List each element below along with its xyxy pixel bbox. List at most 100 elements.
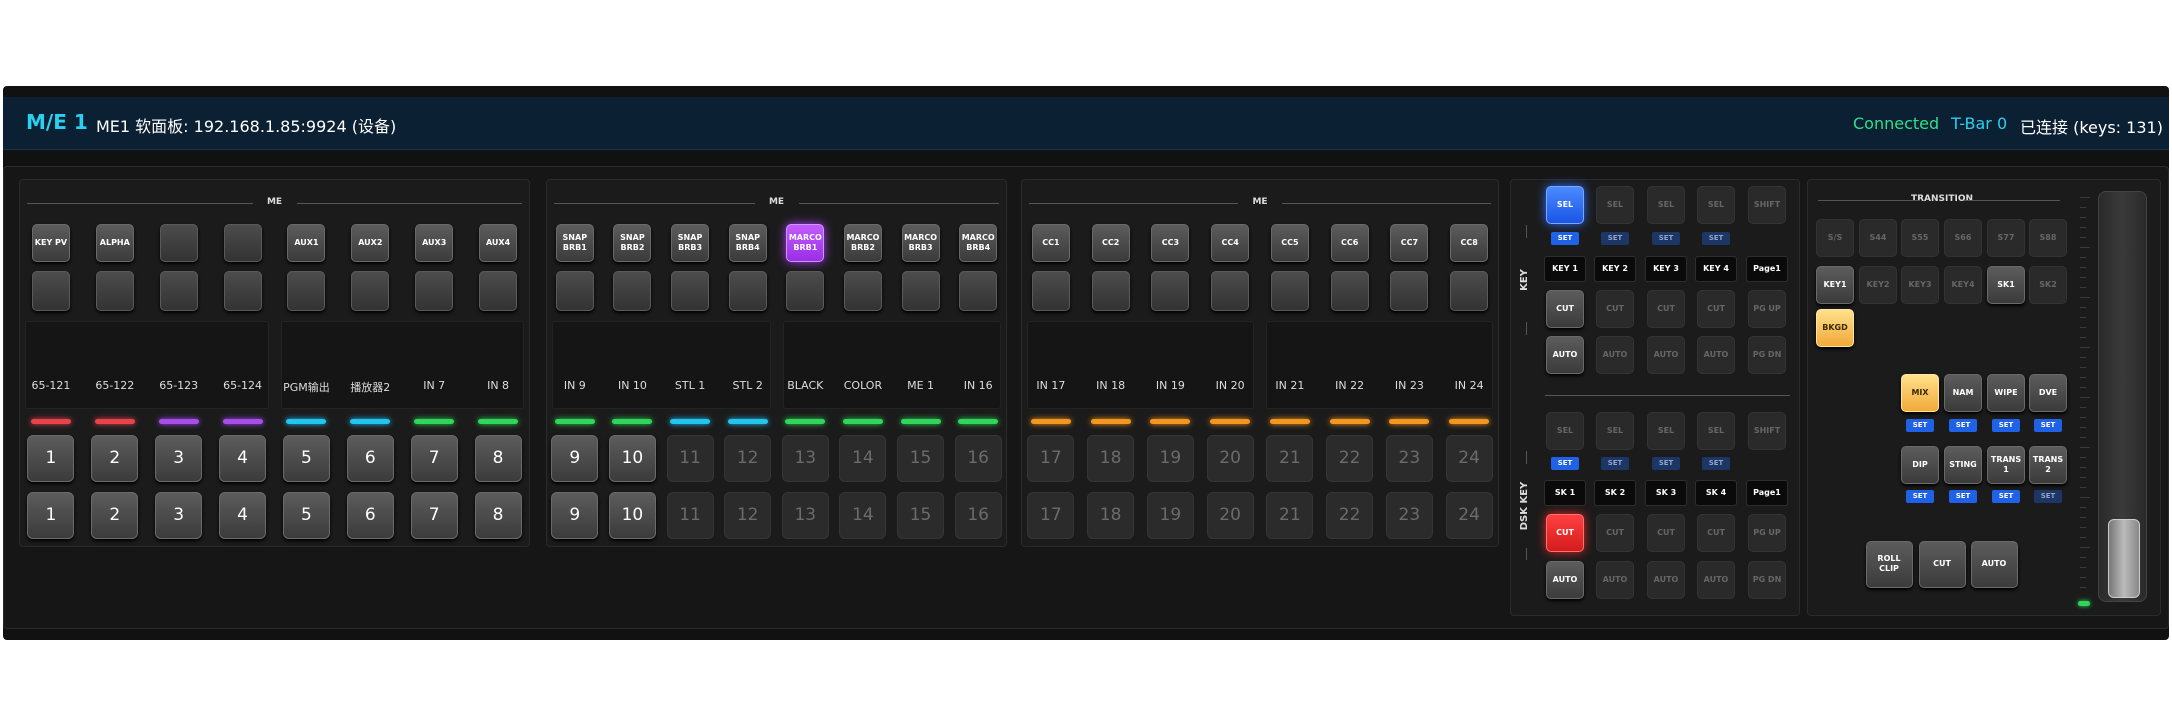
preview-button[interactable]: 24 [1445, 491, 1493, 539]
blank-button[interactable] [843, 271, 882, 311]
key-button[interactable]: CUT [1647, 514, 1685, 552]
preview-button[interactable]: 4 [219, 491, 267, 539]
transition-button[interactable]: S55 [1901, 219, 1939, 257]
transition-button[interactable]: SET [1949, 418, 1977, 432]
transition-button[interactable]: SET [1992, 489, 2020, 503]
blank-button[interactable] [351, 271, 390, 311]
blank-button[interactable] [1450, 271, 1489, 311]
preview-button[interactable]: 21 [1266, 491, 1314, 539]
top-button[interactable]: CC6 [1330, 224, 1369, 262]
transition-button[interactable]: KEY1 [1816, 266, 1854, 304]
key-button[interactable]: SEL [1596, 186, 1634, 224]
preview-button[interactable]: 2 [91, 491, 139, 539]
preview-button[interactable]: 10 [608, 491, 656, 539]
top-button[interactable] [159, 224, 198, 262]
top-button[interactable]: CC4 [1211, 224, 1250, 262]
transition-button[interactable]: WIPE [1987, 374, 2025, 412]
transition-button[interactable]: SET [1906, 418, 1934, 432]
preview-button[interactable]: 5 [282, 491, 330, 539]
top-button[interactable]: MARCO BRB4 [959, 224, 998, 262]
preview-button[interactable]: 9 [551, 491, 599, 539]
preview-button[interactable]: 11 [666, 491, 714, 539]
key-button[interactable]: AUTO [1546, 336, 1584, 374]
preview-button[interactable]: 23 [1385, 491, 1433, 539]
key-button[interactable]: AUTO [1546, 561, 1584, 599]
preview-button[interactable]: 7 [410, 491, 458, 539]
transition-button[interactable]: S44 [1859, 219, 1897, 257]
transition-button[interactable]: SET [1906, 489, 1934, 503]
key-button[interactable]: SET [1652, 231, 1680, 245]
transition-button[interactable]: KEY4 [1944, 266, 1982, 304]
blank-button[interactable] [223, 271, 262, 311]
program-button[interactable]: 22 [1326, 434, 1374, 482]
key-button[interactable]: SEL [1596, 412, 1634, 450]
key-button[interactable]: AUTO [1596, 336, 1634, 374]
key-button[interactable]: SET [1702, 231, 1730, 245]
transition-button[interactable]: S66 [1944, 219, 1982, 257]
key-button[interactable]: SHIFT [1748, 186, 1786, 224]
preview-button[interactable]: 15 [897, 491, 945, 539]
preview-button[interactable]: 18 [1087, 491, 1135, 539]
key-button[interactable]: SET [1652, 456, 1680, 470]
key-button[interactable]: AUTO [1647, 561, 1685, 599]
top-button[interactable]: AUX3 [415, 224, 454, 262]
top-button[interactable]: SNAP BRB4 [728, 224, 767, 262]
key-button[interactable]: AUTO [1697, 336, 1735, 374]
top-button[interactable]: MARCO BRB1 [786, 224, 825, 262]
program-button[interactable]: 17 [1027, 434, 1075, 482]
blank-button[interactable] [1390, 271, 1429, 311]
top-button[interactable]: MARCO BRB2 [843, 224, 882, 262]
preview-button[interactable]: 6 [346, 491, 394, 539]
key-button[interactable]: SK 3 [1645, 480, 1687, 506]
key-button[interactable]: KEY 1 [1544, 256, 1586, 282]
key-button[interactable]: AUTO [1697, 561, 1735, 599]
key-button[interactable]: KEY 3 [1645, 256, 1687, 282]
top-button[interactable]: CC3 [1151, 224, 1190, 262]
blank-button[interactable] [786, 271, 825, 311]
transition-button[interactable]: TRANS 1 [1987, 446, 2025, 484]
preview-button[interactable]: 12 [724, 491, 772, 539]
blank-button[interactable] [287, 271, 326, 311]
transition-button[interactable]: KEY2 [1859, 266, 1897, 304]
key-button[interactable]: CUT [1546, 290, 1584, 328]
key-button[interactable]: SET [1601, 231, 1629, 245]
blank-button[interactable] [95, 271, 134, 311]
key-button[interactable]: PG UP [1748, 514, 1786, 552]
transition-button[interactable]: TRANS 2 [2029, 446, 2067, 484]
transition-button[interactable]: STING [1944, 446, 1982, 484]
key-button[interactable]: SK 1 [1544, 480, 1586, 506]
key-button[interactable]: SEL [1546, 412, 1584, 450]
key-button[interactable]: CUT [1596, 514, 1634, 552]
key-button[interactable]: CUT [1596, 290, 1634, 328]
blank-button[interactable] [1151, 271, 1190, 311]
blank-button[interactable] [901, 271, 940, 311]
program-button[interactable]: 4 [219, 434, 267, 482]
program-button[interactable]: 10 [608, 434, 656, 482]
preview-button[interactable]: 19 [1146, 491, 1194, 539]
program-button[interactable]: 20 [1206, 434, 1254, 482]
key-button[interactable]: SEL [1546, 186, 1584, 224]
top-button[interactable]: CC7 [1390, 224, 1429, 262]
key-button[interactable]: Page1 [1746, 256, 1788, 282]
transition-button[interactable]: SET [2034, 418, 2062, 432]
program-button[interactable]: 7 [410, 434, 458, 482]
blank-button[interactable] [31, 271, 70, 311]
program-button[interactable]: 14 [839, 434, 887, 482]
preview-button[interactable]: 22 [1326, 491, 1374, 539]
program-button[interactable]: 18 [1087, 434, 1135, 482]
key-button[interactable]: SEL [1697, 412, 1735, 450]
blank-button[interactable] [1091, 271, 1130, 311]
program-button[interactable]: 21 [1266, 434, 1314, 482]
blank-button[interactable] [415, 271, 454, 311]
top-button[interactable]: SNAP BRB2 [613, 224, 652, 262]
transition-button[interactable]: ROLL CLIP [1865, 540, 1913, 588]
blank-button[interactable] [159, 271, 198, 311]
program-button[interactable]: 9 [551, 434, 599, 482]
blank-button[interactable] [671, 271, 710, 311]
preview-button[interactable]: 8 [474, 491, 522, 539]
transition-button[interactable]: S/S [1816, 219, 1854, 257]
transition-button[interactable]: BKGD [1816, 309, 1854, 347]
program-button[interactable]: 8 [474, 434, 522, 482]
program-button[interactable]: 11 [666, 434, 714, 482]
blank-button[interactable] [1031, 271, 1070, 311]
